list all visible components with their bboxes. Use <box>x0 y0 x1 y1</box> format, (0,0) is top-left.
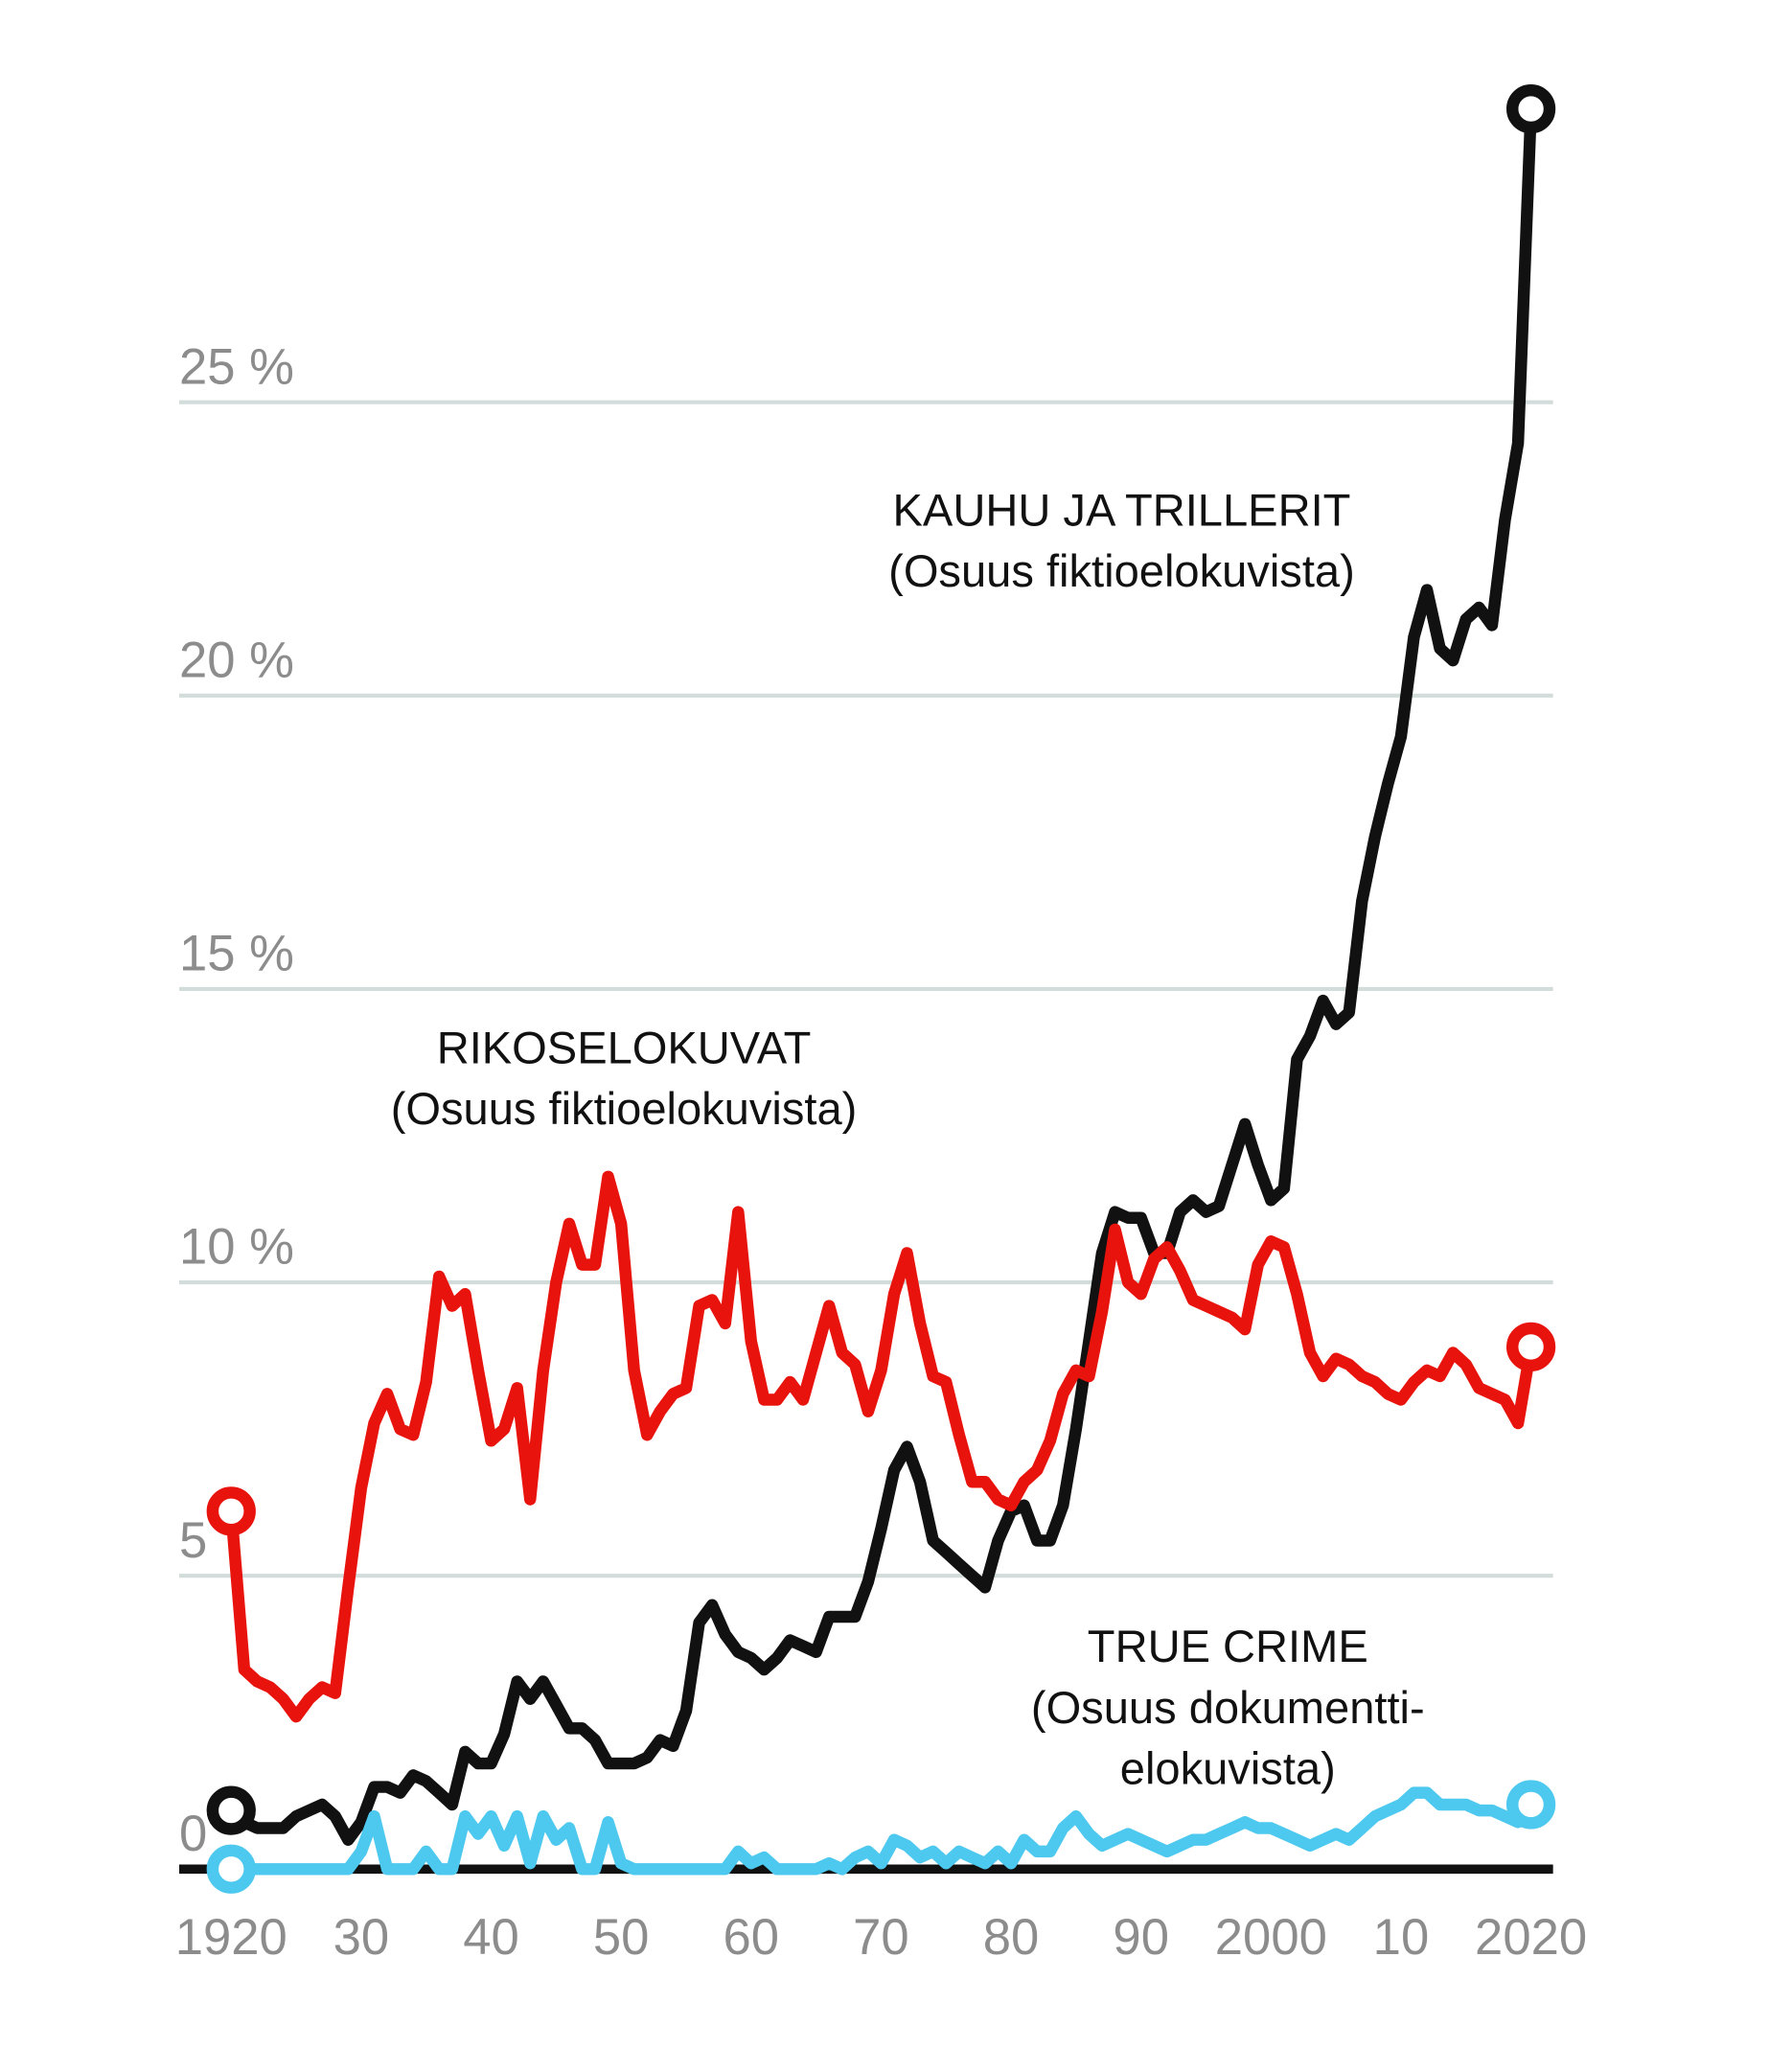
series-label: TRUE CRIME <box>1088 1621 1368 1671</box>
y-tick-label: 10 % <box>179 1219 294 1276</box>
end-marker <box>1505 1322 1556 1372</box>
series-line <box>225 1170 1537 1723</box>
x-tick-label: 2000 <box>1215 1909 1327 1966</box>
end-marker <box>1505 1780 1556 1830</box>
y-tick-label: 20 % <box>179 632 294 688</box>
series-note: elokuvista) <box>1120 1743 1336 1794</box>
series-note: (Osuus fiktioelokuvista) <box>391 1083 858 1134</box>
x-tick-label: 30 <box>333 1909 390 1966</box>
x-tick-label: 2020 <box>1475 1909 1587 1966</box>
x-tick-label: 80 <box>983 1909 1040 1966</box>
end-marker <box>1505 83 1556 134</box>
x-tick-label: 60 <box>724 1909 780 1966</box>
end-marker <box>206 1844 256 1894</box>
x-tick-label: 10 <box>1373 1909 1430 1966</box>
y-tick-label: 0 <box>179 1806 207 1862</box>
series-line <box>225 103 1537 1846</box>
x-tick-label: 1920 <box>175 1909 287 1966</box>
x-tick-label: 50 <box>593 1909 650 1966</box>
series-line <box>225 1786 1537 1876</box>
series-note: (Osuus fiktioelokuvista) <box>888 545 1355 596</box>
y-tick-label: 25 % <box>179 338 294 395</box>
x-tick-label: 70 <box>853 1909 909 1966</box>
y-tick-label: 5 <box>179 1512 207 1569</box>
x-tick-label: 90 <box>1113 1909 1169 1966</box>
end-marker <box>206 1785 256 1835</box>
end-marker <box>206 1486 256 1536</box>
series-label: KAUHU JA TRILLERIT <box>893 484 1351 535</box>
y-tick-label: 15 % <box>179 926 294 982</box>
series-note: (Osuus dokumentti- <box>1031 1682 1425 1733</box>
series-label: RIKOSELOKUVAT <box>437 1022 812 1072</box>
x-tick-label: 40 <box>463 1909 519 1966</box>
